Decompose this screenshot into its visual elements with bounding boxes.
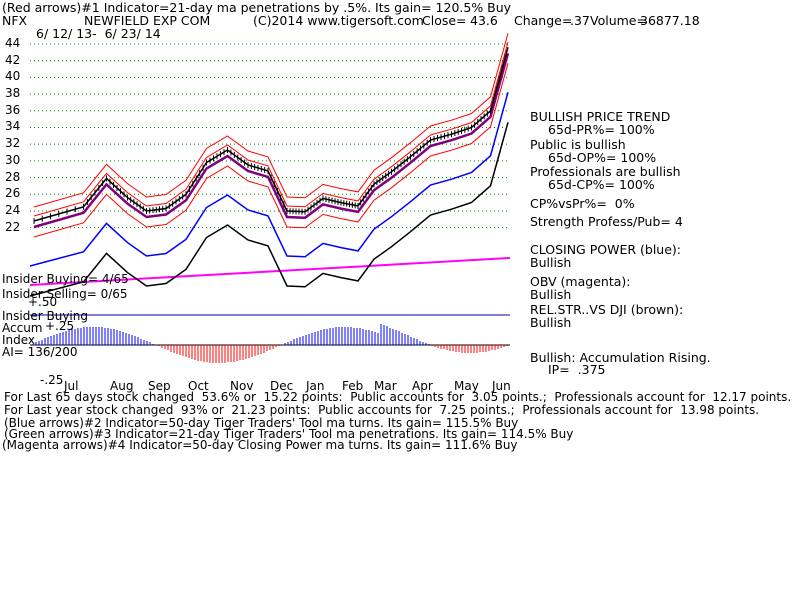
x-tick-label: Jan <box>306 379 325 393</box>
footer-line-3: (Blue arrows)#2 Indicator=50-day Tiger T… <box>4 416 519 430</box>
plus-25-label: +.25 <box>45 319 75 333</box>
relstr-line <box>29 122 509 297</box>
closing-power-label: CLOSING POWER (blue): <box>530 242 681 257</box>
footer-line-2: For Last year stock changed 93% or 21.23… <box>4 403 760 417</box>
ma-50-line <box>33 52 510 229</box>
footer-line-5: (Magenta arrows)#4 Indicator=50-day Clos… <box>2 438 518 452</box>
insider-buying-label-2: Insider Buying <box>2 309 88 323</box>
x-tick-label: Apr <box>412 379 433 393</box>
y-tick-label: 42 <box>5 52 21 67</box>
x-tick-label: Aug <box>110 379 134 393</box>
company-name: NEWFIELD EXP COM <box>84 13 211 28</box>
y-tick-label: 28 <box>5 169 21 184</box>
y-tick-label: 24 <box>5 202 21 217</box>
y-tick-label: 44 <box>5 36 21 50</box>
accum-label: Accum <box>2 321 43 335</box>
obv-value: Bullish <box>530 287 572 302</box>
index-label: Index <box>2 333 36 347</box>
obv-label: OBV (magenta): <box>530 274 631 289</box>
x-tick-label: Nov <box>230 379 254 393</box>
symbol: NFX <box>2 13 28 28</box>
ma-21-line <box>33 42 509 217</box>
date-range: 6/ 12/ 13- 6/ 23/ 14 <box>36 26 161 41</box>
footer-line-1: For Last 65 days stock changed 53.6% or … <box>4 390 792 404</box>
copyright: (C)2014 www.tigersoft.com <box>253 13 424 28</box>
y-tick-label: 40 <box>5 69 21 84</box>
cp-value: 65d-CP%= 100% <box>548 177 655 192</box>
minus-25-label: -.25 <box>40 373 64 387</box>
x-tick-label: Feb <box>342 379 364 393</box>
x-tick-label: Mar <box>374 379 397 393</box>
pr-value: 65d-PR%= 100% <box>548 122 655 137</box>
insider-buying-label: Insider Buying= 4/65 <box>2 272 129 286</box>
price-line <box>33 47 509 222</box>
y-tick-label: 30 <box>5 152 21 167</box>
volume-label: Volume= <box>590 13 647 28</box>
op-value: 65d-OP%= 100% <box>548 150 657 165</box>
close-value: 43.6 <box>470 13 498 28</box>
ai-label: AI= 136/200 <box>2 345 78 359</box>
insider-selling-label: Insider Selling= 0/65 <box>2 287 128 301</box>
x-tick-label: May <box>454 379 479 393</box>
public-title: Public is bullish <box>530 137 626 152</box>
x-tick-label: Jun <box>492 379 511 393</box>
obv-line <box>29 257 511 286</box>
indicator-1-line: (Red arrows)#1 Indicator=21-day ma penet… <box>2 0 512 15</box>
accum-rising: Bullish: Accumulation Rising. <box>530 350 711 365</box>
y-tick-label: 26 <box>5 186 21 201</box>
x-tick-label: Jul <box>64 379 79 393</box>
trend-title: BULLISH PRICE TREND <box>530 109 671 124</box>
upper-band <box>33 33 509 208</box>
change-label: Change= <box>514 13 573 28</box>
close-label: Close= <box>422 13 467 28</box>
x-tick-label: Oct <box>188 379 209 393</box>
y-tick-label: 34 <box>5 119 21 134</box>
closing-power-line <box>29 92 509 267</box>
strength-value: Strength Profess/Pub= 4 <box>530 214 683 229</box>
x-tick-label: Dec <box>270 379 294 393</box>
y-tick-label: 22 <box>5 219 21 234</box>
lower-band <box>33 63 509 238</box>
footer-line-4: (Green arrows)#3 Indicator=21-day Tiger … <box>4 427 574 441</box>
change-value: .37 <box>570 13 590 28</box>
y-tick-label: 32 <box>5 136 21 151</box>
y-tick-label: 36 <box>5 102 21 117</box>
y-tick-label: 38 <box>5 86 21 101</box>
pro-title: Professionals are bullish <box>530 164 681 179</box>
volume-value: 36877.18 <box>640 13 700 28</box>
plus-50-label: +.50 <box>28 295 58 309</box>
ip-value: IP= .375 <box>548 362 606 377</box>
relstr-label: REL.STR..VS DJI (brown): <box>530 302 684 317</box>
cpvspr-value: CP%vsPr%= 0% <box>530 196 635 211</box>
x-tick-label: Sep <box>148 379 171 393</box>
closing-power-value: Bullish <box>530 255 572 270</box>
relstr-value: Bullish <box>530 315 572 330</box>
